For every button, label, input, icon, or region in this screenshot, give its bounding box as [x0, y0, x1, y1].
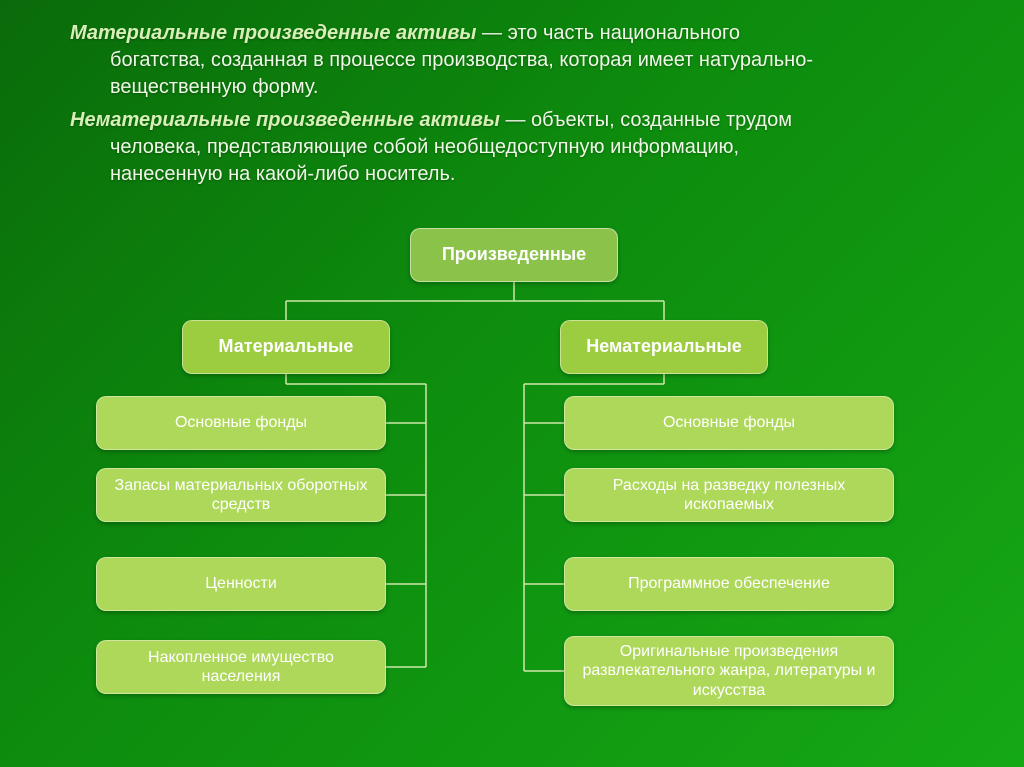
definition-text-line: человека, представляющие собой необщедос… — [70, 134, 984, 161]
leaf-left-2: Ценности — [96, 557, 386, 611]
branch-left: Материальные — [182, 320, 390, 374]
leaf-right-3: Оригинальные произведения развлекательно… — [564, 636, 894, 706]
leaf-left-0: Основные фонды — [96, 396, 386, 450]
branch-right: Нематериальные — [560, 320, 768, 374]
definition-term: Нематериальные произведенные активы — [70, 109, 500, 131]
leaf-right-1: Расходы на разведку полезных ископаемых — [564, 468, 894, 522]
definition-text-line: вещественную форму. — [70, 74, 984, 101]
definition-text-line: богатства, созданная в процессе производ… — [70, 47, 984, 74]
leaf-left-1: Запасы материальных оборотных средств — [96, 468, 386, 522]
definition-term: Материальные произведенные активы — [70, 22, 476, 44]
leaf-right-0: Основные фонды — [564, 396, 894, 450]
definition-1: Материальные произведенные активы — это … — [70, 20, 984, 101]
definition-text: — объекты, созданные трудом — [500, 109, 792, 131]
definition-text: — это часть национального — [476, 22, 740, 44]
leaf-left-3: Накопленное имущество населения — [96, 640, 386, 694]
definition-text-line: нанесенную на какой-либо носитель. — [70, 161, 984, 188]
root-node: Произведенные — [410, 228, 618, 282]
definition-2: Нематериальные произведенные активы — об… — [70, 107, 984, 188]
leaf-right-2: Программное обеспечение — [564, 557, 894, 611]
